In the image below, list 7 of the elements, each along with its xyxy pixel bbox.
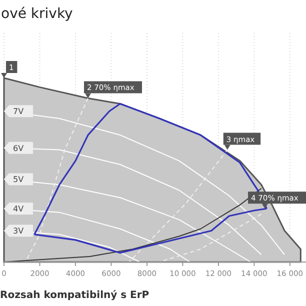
series-label: 4V (13, 204, 24, 214)
series-label: 6V (13, 144, 24, 153)
series-label: 3V (13, 226, 24, 236)
series-label: 5V (13, 175, 24, 184)
series-label: 7V (13, 107, 24, 116)
chart-title: ové krivky (1, 6, 73, 22)
text: Rozsah kompatibilný s ErP (0, 290, 150, 301)
